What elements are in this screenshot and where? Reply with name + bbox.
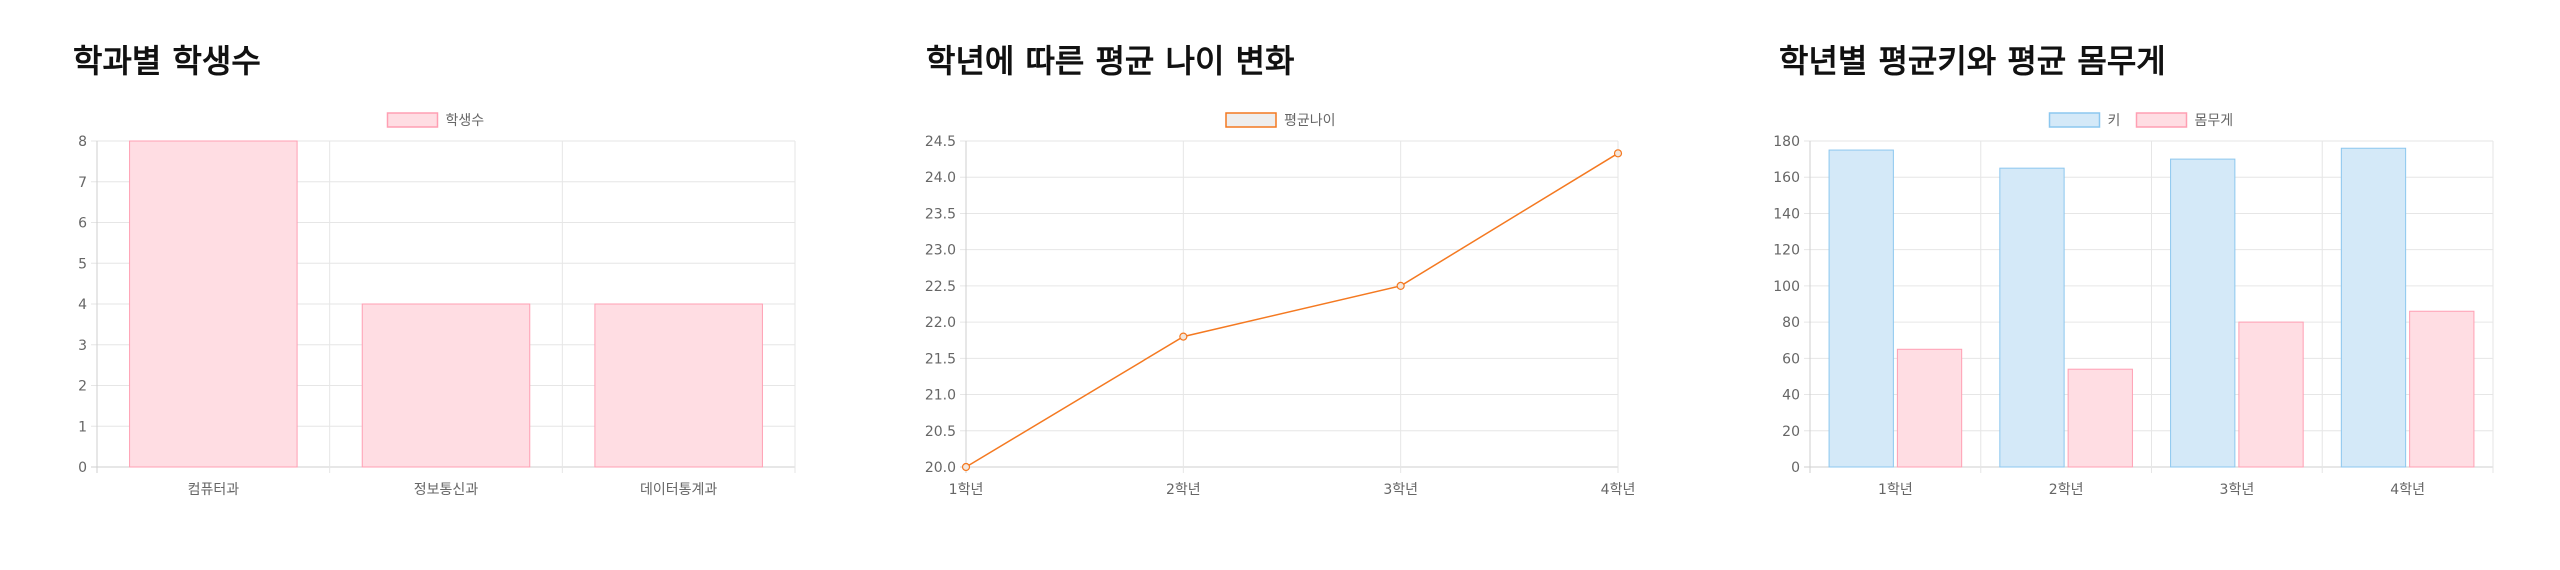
bar xyxy=(2170,158,2236,468)
bar xyxy=(594,303,763,468)
x-tick-label: 1학년 xyxy=(1878,482,1913,498)
chart-panel-department-students: 학과별 학생수 0 1 2 3 4 5 6 7 8 컴퓨터과 정보통신과 데이터통계과 학생수 xyxy=(0,0,853,570)
bar xyxy=(2238,321,2304,468)
y-tick-label: 20.5 xyxy=(925,424,956,440)
x-tick-label: 3학년 xyxy=(2220,482,2255,498)
x-tick-label: 4학년 xyxy=(2390,482,2425,498)
data-point xyxy=(1396,281,1405,290)
bar xyxy=(2340,147,2407,468)
series-line-average-age xyxy=(965,152,1619,468)
legend-swatch xyxy=(1225,112,1277,128)
y-tick-label: 8 xyxy=(78,134,87,150)
y-tick-label: 140 xyxy=(1773,206,1800,222)
data-point xyxy=(1179,332,1188,341)
x-tick-label: 컴퓨터과 xyxy=(188,482,240,498)
bar xyxy=(2067,368,2133,468)
y-tick-label: 100 xyxy=(1773,279,1800,295)
y-tick-label: 22.0 xyxy=(925,315,956,331)
y-tick-label: 20 xyxy=(1782,424,1800,440)
bar xyxy=(1896,348,1963,468)
x-tick-label: 정보통신과 xyxy=(414,482,479,498)
legend-label: 평균나이 xyxy=(1284,113,1336,129)
bar-chart-students: 0 1 2 3 4 5 6 7 8 컴퓨터과 정보통신과 데이터통계과 학생수 xyxy=(78,112,796,498)
y-tick-label: 180 xyxy=(1773,134,1800,150)
x-tick-label: 데이터통계과 xyxy=(640,482,717,498)
legend-label: 키 xyxy=(2108,113,2121,129)
line-chart-average-age: 20.0 20.5 21.0 21.5 22.0 22.5 23.0 23.5 24.0 24.5… xyxy=(925,112,1636,498)
bar-chart-height-weight: 0 20 40 60 80 100 120 140 160 180 1학년 2학년 3학년 4학년 키 몸무게 xyxy=(1773,112,2494,498)
y-tick-label: 22.5 xyxy=(925,279,956,295)
x-tick-label: 2학년 xyxy=(2049,482,2084,498)
y-tick-label: 5 xyxy=(78,256,87,272)
y-tick-label: 0 xyxy=(78,460,87,476)
y-tick-label: 24.5 xyxy=(925,134,956,150)
y-tick-label: 6 xyxy=(78,216,87,232)
y-tick-label: 20.0 xyxy=(925,460,956,476)
y-tick-label: 1 xyxy=(78,419,87,435)
y-tick-label: 23.5 xyxy=(925,206,956,222)
y-tick-label: 3 xyxy=(78,338,87,354)
chart-panel-height-weight: 학년별 평균키와 평균 몸무게 0 20 40 60 80 100 120 140 160 180… xyxy=(1706,0,2559,570)
legend-label: 학생수 xyxy=(446,113,485,129)
y-tick-label: 4 xyxy=(78,297,87,313)
bar xyxy=(1828,149,1894,468)
y-tick-label: 23.0 xyxy=(925,243,956,259)
x-tick-label: 3학년 xyxy=(1383,482,1418,498)
x-tick-label: 4학년 xyxy=(1601,482,1636,498)
y-tick-label: 21.0 xyxy=(925,388,956,404)
y-tick-label: 7 xyxy=(78,175,87,191)
y-tick-label: 60 xyxy=(1782,351,1800,367)
y-tick-label: 80 xyxy=(1782,315,1800,331)
data-point xyxy=(1613,149,1623,158)
y-tick-label: 21.5 xyxy=(925,351,956,367)
bar xyxy=(129,140,298,468)
x-tick-label: 1학년 xyxy=(949,482,984,498)
y-tick-label: 40 xyxy=(1782,388,1800,404)
y-tick-label: 2 xyxy=(78,379,87,395)
chart-title: 학과별 학생수 xyxy=(73,42,261,80)
chart-title: 학년별 평균키와 평균 몸무게 xyxy=(1779,42,2166,80)
y-tick-label: 0 xyxy=(1791,460,1800,476)
data-point xyxy=(961,462,971,472)
bar xyxy=(2409,310,2475,468)
legend-swatch xyxy=(386,112,439,128)
chart-title: 학년에 따른 평균 나이 변화 xyxy=(926,42,1295,80)
legend-swatch xyxy=(2135,112,2188,128)
legend-label: 몸무게 xyxy=(2195,113,2234,129)
x-tick-label: 2학년 xyxy=(1166,482,1201,498)
legend-swatch xyxy=(2048,112,2101,128)
y-tick-label: 120 xyxy=(1773,243,1800,259)
chart-panel-average-age: 학년에 따른 평균 나이 변화 20.0 20.5 21.0 21.5 22.0 22.5… xyxy=(853,0,1706,570)
bar xyxy=(1999,167,2065,468)
y-tick-label: 160 xyxy=(1773,170,1800,186)
bar xyxy=(361,303,531,468)
y-tick-label: 24.0 xyxy=(925,170,956,186)
